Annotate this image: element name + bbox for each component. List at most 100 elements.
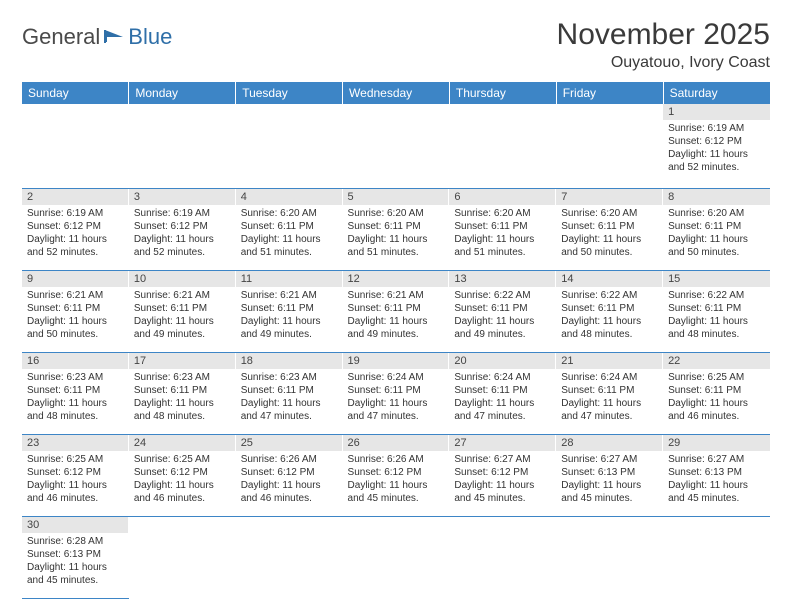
calendar-week-row: 23Sunrise: 6:25 AMSunset: 6:12 PMDayligh… [22,434,770,516]
logo: General Blue [22,24,172,50]
daylight-text: Daylight: 11 hours and 46 minutes. [241,479,338,505]
calendar-day-cell: 26Sunrise: 6:26 AMSunset: 6:12 PMDayligh… [343,434,450,516]
sunrise-text: Sunrise: 6:28 AM [27,535,124,548]
day-details: Sunrise: 6:21 AMSunset: 6:11 PMDaylight:… [129,287,236,344]
calendar-day-cell: 23Sunrise: 6:25 AMSunset: 6:12 PMDayligh… [22,434,129,516]
day-details: Sunrise: 6:27 AMSunset: 6:12 PMDaylight:… [449,451,556,508]
daylight-text: Daylight: 11 hours and 50 minutes. [668,233,765,259]
weekday-header: Friday [556,82,663,104]
sunset-text: Sunset: 6:11 PM [561,384,658,397]
day-details: Sunrise: 6:21 AMSunset: 6:11 PMDaylight:… [22,287,129,344]
calendar-day-cell: 13Sunrise: 6:22 AMSunset: 6:11 PMDayligh… [449,270,556,352]
day-details: Sunrise: 6:19 AMSunset: 6:12 PMDaylight:… [22,205,129,262]
day-number: 9 [22,271,129,287]
calendar-day-cell [343,104,450,188]
flag-icon [103,28,127,46]
calendar-day-cell: 30Sunrise: 6:28 AMSunset: 6:13 PMDayligh… [22,516,129,598]
day-number: 14 [556,271,663,287]
day-details: Sunrise: 6:23 AMSunset: 6:11 PMDaylight:… [236,369,343,426]
daylight-text: Daylight: 11 hours and 51 minutes. [454,233,551,259]
day-number: 17 [129,353,236,369]
day-number: 29 [663,435,770,451]
day-details: Sunrise: 6:28 AMSunset: 6:13 PMDaylight:… [22,533,129,590]
day-number [449,517,556,533]
daylight-text: Daylight: 11 hours and 49 minutes. [348,315,445,341]
day-details: Sunrise: 6:22 AMSunset: 6:11 PMDaylight:… [449,287,556,344]
sunset-text: Sunset: 6:11 PM [134,302,231,315]
day-details: Sunrise: 6:25 AMSunset: 6:12 PMDaylight:… [129,451,236,508]
sunrise-text: Sunrise: 6:22 AM [454,289,551,302]
sunrise-text: Sunrise: 6:22 AM [668,289,765,302]
day-number: 24 [129,435,236,451]
sunset-text: Sunset: 6:11 PM [561,302,658,315]
sunrise-text: Sunrise: 6:25 AM [134,453,231,466]
daylight-text: Daylight: 11 hours and 48 minutes. [561,315,658,341]
daylight-text: Daylight: 11 hours and 51 minutes. [241,233,338,259]
weekday-header: Tuesday [236,82,343,104]
sunset-text: Sunset: 6:11 PM [241,220,338,233]
sunrise-text: Sunrise: 6:22 AM [561,289,658,302]
calendar-day-cell: 20Sunrise: 6:24 AMSunset: 6:11 PMDayligh… [449,352,556,434]
calendar-day-cell: 5Sunrise: 6:20 AMSunset: 6:11 PMDaylight… [343,188,450,270]
weekday-header: Wednesday [343,82,450,104]
day-details: Sunrise: 6:21 AMSunset: 6:11 PMDaylight:… [236,287,343,344]
calendar-day-cell [22,104,129,188]
day-details: Sunrise: 6:26 AMSunset: 6:12 PMDaylight:… [236,451,343,508]
day-details: Sunrise: 6:21 AMSunset: 6:11 PMDaylight:… [343,287,450,344]
day-number: 22 [663,353,770,369]
day-number [22,104,129,120]
calendar-day-cell: 4Sunrise: 6:20 AMSunset: 6:11 PMDaylight… [236,188,343,270]
sunrise-text: Sunrise: 6:26 AM [241,453,338,466]
sunset-text: Sunset: 6:11 PM [241,302,338,315]
calendar-day-cell [556,516,663,598]
daylight-text: Daylight: 11 hours and 45 minutes. [454,479,551,505]
day-details [663,533,770,538]
sunrise-text: Sunrise: 6:21 AM [241,289,338,302]
calendar-day-cell [129,516,236,598]
calendar-day-cell: 24Sunrise: 6:25 AMSunset: 6:12 PMDayligh… [129,434,236,516]
day-details: Sunrise: 6:23 AMSunset: 6:11 PMDaylight:… [129,369,236,426]
calendar-day-cell: 12Sunrise: 6:21 AMSunset: 6:11 PMDayligh… [343,270,450,352]
day-number: 19 [343,353,450,369]
calendar-day-cell: 17Sunrise: 6:23 AMSunset: 6:11 PMDayligh… [129,352,236,434]
weekday-header: Thursday [449,82,556,104]
sunset-text: Sunset: 6:11 PM [134,384,231,397]
day-number: 5 [343,189,450,205]
sunset-text: Sunset: 6:12 PM [27,466,124,479]
daylight-text: Daylight: 11 hours and 45 minutes. [561,479,658,505]
day-details: Sunrise: 6:24 AMSunset: 6:11 PMDaylight:… [556,369,663,426]
day-number [236,104,343,120]
calendar-week-row: 30Sunrise: 6:28 AMSunset: 6:13 PMDayligh… [22,516,770,598]
sunset-text: Sunset: 6:12 PM [454,466,551,479]
daylight-text: Daylight: 11 hours and 48 minutes. [134,397,231,423]
sunset-text: Sunset: 6:11 PM [348,384,445,397]
sunset-text: Sunset: 6:11 PM [668,302,765,315]
weekday-header: Sunday [22,82,129,104]
daylight-text: Daylight: 11 hours and 46 minutes. [134,479,231,505]
day-details [236,120,343,125]
weekday-header-row: Sunday Monday Tuesday Wednesday Thursday… [22,82,770,104]
day-number: 2 [22,189,129,205]
daylight-text: Daylight: 11 hours and 45 minutes. [348,479,445,505]
daylight-text: Daylight: 11 hours and 48 minutes. [27,397,124,423]
sunset-text: Sunset: 6:11 PM [348,302,445,315]
sunrise-text: Sunrise: 6:19 AM [27,207,124,220]
sunset-text: Sunset: 6:12 PM [134,466,231,479]
sunrise-text: Sunrise: 6:23 AM [241,371,338,384]
sunrise-text: Sunrise: 6:27 AM [668,453,765,466]
calendar-week-row: 1Sunrise: 6:19 AMSunset: 6:12 PMDaylight… [22,104,770,188]
sunrise-text: Sunrise: 6:21 AM [134,289,231,302]
day-details [236,533,343,538]
weekday-header: Saturday [663,82,770,104]
day-details: Sunrise: 6:22 AMSunset: 6:11 PMDaylight:… [663,287,770,344]
calendar-table: Sunday Monday Tuesday Wednesday Thursday… [22,82,770,599]
day-number [343,517,450,533]
calendar-day-cell: 16Sunrise: 6:23 AMSunset: 6:11 PMDayligh… [22,352,129,434]
sunrise-text: Sunrise: 6:20 AM [348,207,445,220]
calendar-day-cell [449,516,556,598]
day-number [129,517,236,533]
calendar-day-cell [556,104,663,188]
sunset-text: Sunset: 6:11 PM [454,220,551,233]
day-details: Sunrise: 6:20 AMSunset: 6:11 PMDaylight:… [236,205,343,262]
sunset-text: Sunset: 6:11 PM [348,220,445,233]
